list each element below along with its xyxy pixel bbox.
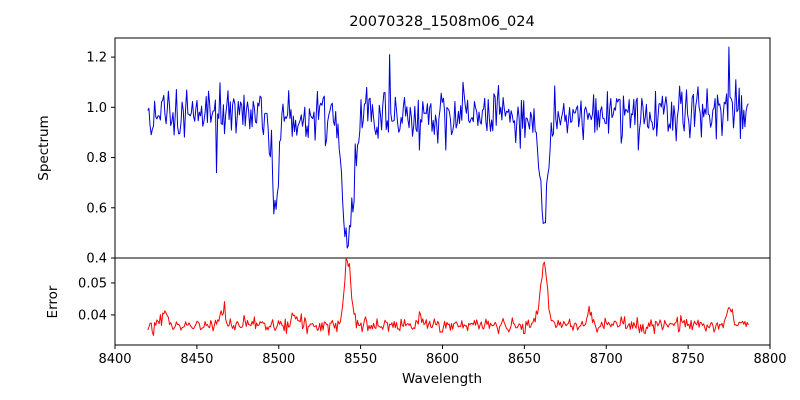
spectrum-line [147, 46, 749, 249]
x-tick-label: 8600 [426, 352, 459, 367]
x-tick-label: 8450 [180, 352, 213, 367]
x-tick-label: 8550 [344, 352, 377, 367]
error-line [147, 258, 749, 336]
spectrum-y-tick-label: 1.0 [86, 101, 107, 116]
x-tick-label: 8800 [753, 352, 786, 367]
x-tick-label: 8750 [672, 352, 705, 367]
x-tick-label: 8400 [98, 352, 131, 367]
axes-layer: 1.2 1.0 0.8 0.6 0.4 0.05 0.04 8400 8450 8500 8550 8… [78, 37, 787, 367]
x-axis-label: Wavelength [402, 371, 482, 387]
error-y-tick-label: 0.05 [78, 276, 107, 291]
chart-title: 20070328_1508m06_024 [349, 14, 534, 30]
spectrum-y-tick-label: 0.8 [86, 151, 107, 166]
data-layer [147, 46, 749, 336]
y-axis-label-spectrum: Spectrum [36, 115, 52, 180]
x-tick-label: 8650 [508, 352, 541, 367]
y-axis-label-error: Error [45, 285, 61, 318]
x-tick-label: 8500 [262, 352, 295, 367]
error-y-tick-label: 0.04 [78, 308, 107, 323]
x-tick-label: 8700 [590, 352, 623, 367]
spectrum-y-tick-label: 0.6 [86, 201, 107, 216]
spectrum-y-tick-label: 0.4 [86, 252, 107, 267]
spectrum-y-tick-label: 1.2 [86, 51, 107, 66]
